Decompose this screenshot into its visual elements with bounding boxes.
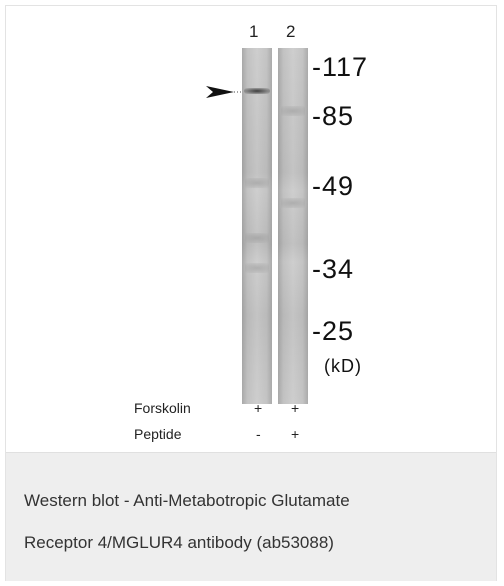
caption-panel: Western blot - Anti-Metabotropic Glutama… <box>6 452 496 581</box>
peptide-lane2-sign: + <box>291 426 300 442</box>
caption-line-1: Western blot - Anti-Metabotropic Glutama… <box>24 491 350 510</box>
lane-2-number: 2 <box>286 22 296 41</box>
marker-34: -34 <box>312 254 355 284</box>
lane-1-number: 1 <box>249 22 259 41</box>
marker-49: -49 <box>312 171 355 201</box>
marker-117: -117 <box>312 52 369 82</box>
target-band <box>244 88 270 94</box>
figure-card: 1 2 -117 -85 -49 -34 -25 (kD) Forskolin … <box>5 5 497 581</box>
peptide-lane1-sign: - <box>256 426 261 442</box>
lane-2 <box>278 48 308 404</box>
forskolin-label: Forskolin <box>134 400 191 416</box>
caption-line-2: Receptor 4/MGLUR4 antibody (ab53088) <box>24 533 334 552</box>
forskolin-lane2-sign: + <box>291 400 300 416</box>
unit-label: (kD) <box>324 356 362 376</box>
forskolin-lane1-sign: + <box>254 400 263 416</box>
marker-25: -25 <box>312 316 355 346</box>
western-blot-image: 1 2 -117 -85 -49 -34 -25 (kD) Forskolin … <box>6 6 496 452</box>
peptide-label: Peptide <box>134 426 182 442</box>
marker-85: -85 <box>312 101 355 131</box>
lane-1 <box>242 48 272 404</box>
band-arrow-icon <box>206 86 242 98</box>
